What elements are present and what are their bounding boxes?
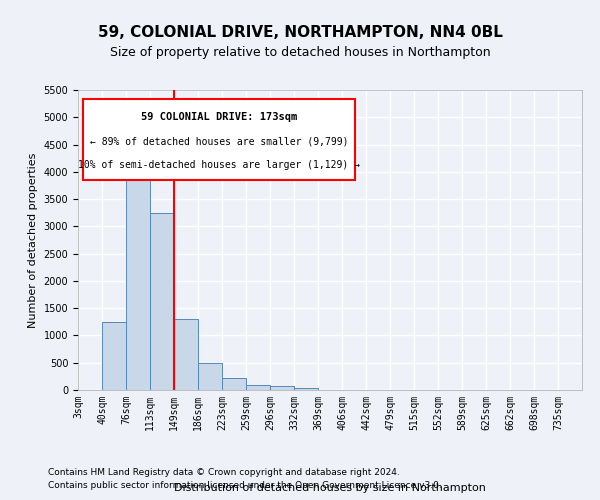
- Text: Contains public sector information licensed under the Open Government Licence v3: Contains public sector information licen…: [48, 480, 442, 490]
- Bar: [198, 364, 222, 390]
- Bar: [222, 378, 246, 390]
- Text: ← 89% of detached houses are smaller (9,799): ← 89% of detached houses are smaller (9,…: [90, 136, 349, 146]
- Bar: [294, 388, 318, 390]
- Bar: [126, 156, 150, 390]
- FancyBboxPatch shape: [83, 99, 355, 180]
- Bar: [246, 384, 270, 390]
- Text: 59 COLONIAL DRIVE: 173sqm: 59 COLONIAL DRIVE: 173sqm: [141, 112, 297, 122]
- Bar: [174, 319, 198, 390]
- Y-axis label: Number of detached properties: Number of detached properties: [28, 152, 38, 328]
- X-axis label: Distribution of detached houses by size in Northampton: Distribution of detached houses by size …: [174, 483, 486, 493]
- Bar: [150, 212, 174, 390]
- Text: Contains HM Land Registry data © Crown copyright and database right 2024.: Contains HM Land Registry data © Crown c…: [48, 468, 400, 477]
- Text: 10% of semi-detached houses are larger (1,129) →: 10% of semi-detached houses are larger (…: [78, 160, 360, 170]
- Text: 59, COLONIAL DRIVE, NORTHAMPTON, NN4 0BL: 59, COLONIAL DRIVE, NORTHAMPTON, NN4 0BL: [98, 25, 502, 40]
- Bar: [102, 322, 126, 390]
- Bar: [270, 386, 294, 390]
- Text: Size of property relative to detached houses in Northampton: Size of property relative to detached ho…: [110, 46, 490, 59]
